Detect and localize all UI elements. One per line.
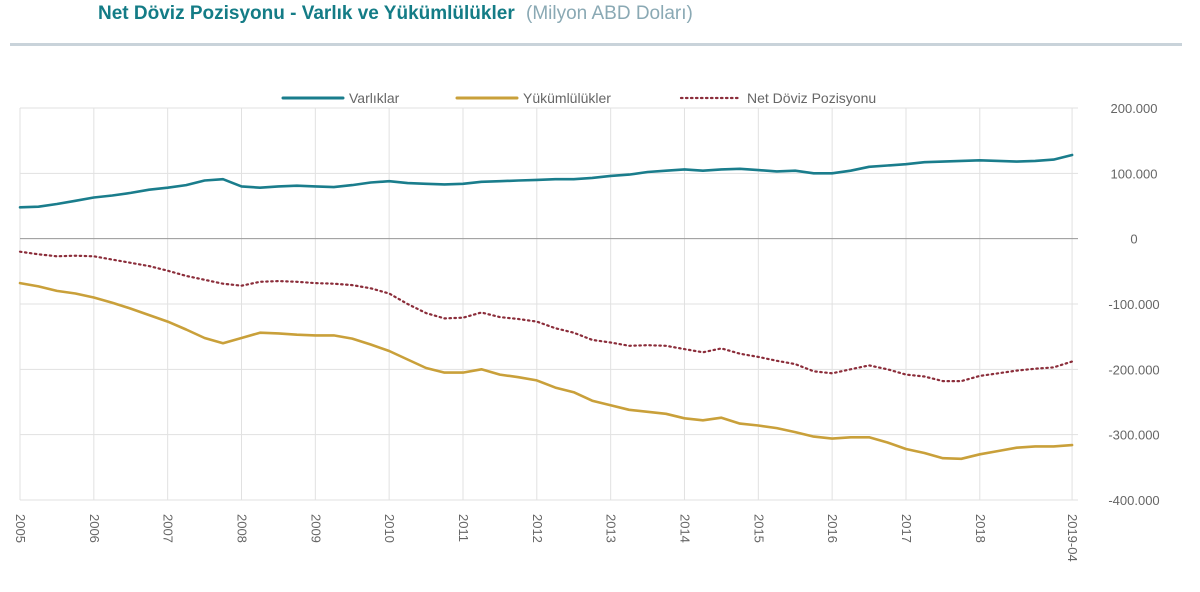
x-tick-label: 2015 — [751, 514, 766, 543]
title-divider — [10, 43, 1182, 46]
series-line-1 — [18, 153, 1074, 209]
title-main: Net Döviz Pozisyonu - Varlık ve Yükümlül… — [98, 3, 515, 24]
y-tick-label: -300.000 — [1108, 428, 1159, 443]
x-tick-label: 2012 — [530, 514, 545, 543]
x-tick-label: 2011 — [456, 514, 471, 542]
y-tick-label: -100.000 — [1108, 297, 1159, 312]
x-tick-label: 2019-04 — [1065, 514, 1080, 562]
legend-label-3: Net Döviz Pozisyonu — [747, 90, 876, 106]
grid-lines — [19, 107, 1078, 501]
legend: Varlıklar Yükümlülükler Net Döviz Pozisyon… — [281, 90, 876, 106]
title-unit: (Milyon ABD Doları) — [526, 3, 693, 24]
x-tick-label: 2005 — [13, 514, 28, 543]
series-line-3 — [18, 250, 1074, 383]
y-tick-label: -200.000 — [1108, 362, 1159, 377]
legend-label-2: Yükümlülükler — [523, 90, 611, 106]
legend-label-1: Varlıklar — [349, 90, 400, 106]
x-tick-label: 2018 — [973, 514, 988, 543]
x-tick-label: 2016 — [825, 514, 840, 543]
x-axis-ticks: 2005 2006 2007 2008 2009 2010 2011 2012 2013 2014… — [13, 514, 1080, 562]
y-axis-ticks: 200.000 100.000 0 -100.000 -200.000 -300.000 -… — [1108, 101, 1159, 508]
y-tick-label: 100.000 — [1111, 166, 1158, 181]
x-tick-label: 2010 — [382, 514, 397, 543]
y-tick-label: 0 — [1130, 232, 1137, 247]
chart-title: Net Döviz Pozisyonu - Varlık ve Yükümlül… — [98, 3, 693, 25]
x-tick-label: 2017 — [899, 514, 914, 543]
y-tick-label: -400.000 — [1108, 493, 1159, 508]
x-tick-label: 2007 — [161, 514, 176, 543]
y-tick-label: 200.000 — [1111, 101, 1158, 116]
x-tick-label: 2008 — [234, 514, 249, 543]
x-tick-label: 2014 — [677, 514, 692, 543]
x-tick-label: 2006 — [87, 514, 102, 543]
series-line-2 — [18, 281, 1074, 461]
x-tick-label: 2013 — [604, 514, 619, 543]
series-group — [18, 153, 1074, 461]
x-tick-label: 2009 — [308, 514, 323, 543]
